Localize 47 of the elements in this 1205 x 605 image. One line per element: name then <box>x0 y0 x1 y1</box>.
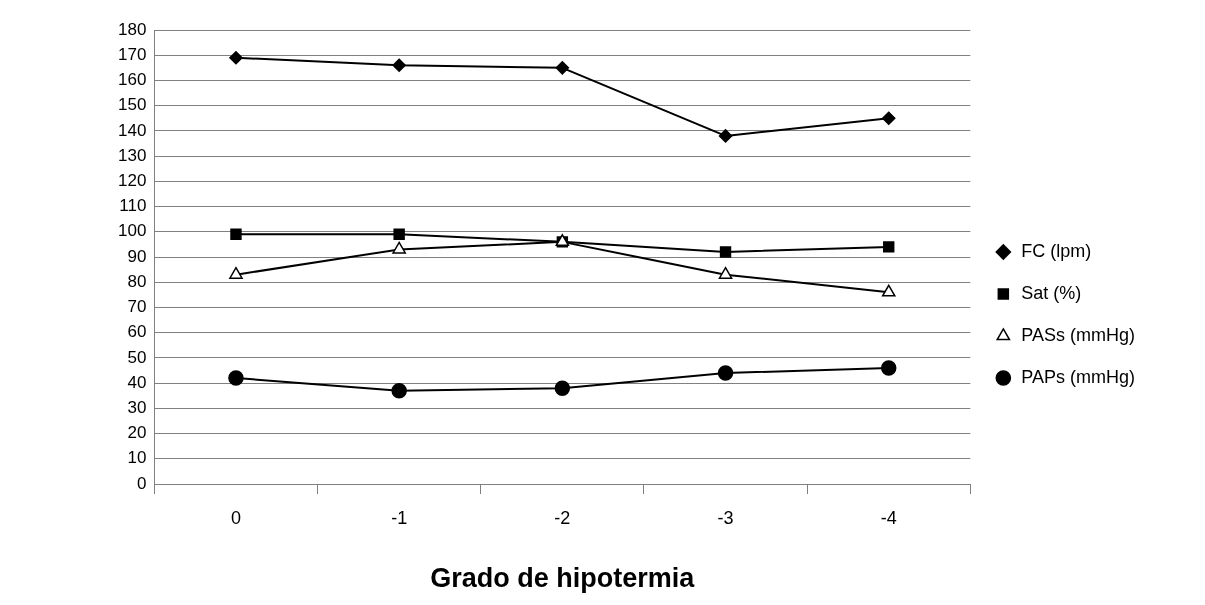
y-tick-label: 180 <box>117 19 147 39</box>
x-tick-label: -2 <box>554 507 571 528</box>
y-tick-label: 30 <box>127 398 147 418</box>
y-tick-label: 170 <box>117 44 147 64</box>
legend-label: PAPs (mmHg) <box>1021 366 1135 387</box>
point <box>393 228 405 240</box>
point <box>554 380 571 396</box>
y-tick-label: 100 <box>117 221 147 241</box>
y-tick-label: 40 <box>127 372 147 392</box>
point <box>880 360 897 376</box>
point <box>719 246 732 258</box>
y-tick-label: 130 <box>117 145 147 165</box>
x-tick-label: -4 <box>880 507 897 528</box>
y-tick-label: 80 <box>127 271 147 291</box>
x-axis-title: Grado de hipotermia <box>430 563 696 594</box>
y-tick-label: 20 <box>127 423 147 443</box>
y-tick-label: 160 <box>117 70 147 90</box>
point <box>392 58 406 73</box>
point <box>881 111 896 126</box>
point <box>881 284 896 297</box>
y-tick-label: 70 <box>127 297 147 317</box>
y-tick-label: 110 <box>119 196 147 216</box>
x-tick-label: -1 <box>391 507 408 528</box>
x-tick-label: 0 <box>230 507 241 528</box>
point <box>718 266 733 279</box>
point <box>717 365 734 381</box>
point <box>391 382 407 399</box>
y-tick-label: 0 <box>136 473 147 493</box>
point <box>228 370 244 386</box>
point <box>718 129 733 143</box>
y-tick-label: 60 <box>127 322 147 342</box>
point <box>230 228 242 240</box>
point <box>229 266 243 279</box>
point <box>229 50 243 65</box>
y-tick-label: 150 <box>117 95 147 115</box>
point <box>392 241 406 254</box>
point <box>883 241 895 253</box>
legend-label: PASs (mmHg) <box>1021 324 1135 345</box>
y-tick-label: 140 <box>117 120 147 140</box>
legend-label: FC (lpm) <box>1021 240 1092 261</box>
point <box>555 61 570 75</box>
y-tick-label: 120 <box>117 171 147 191</box>
y-tick-label: 50 <box>127 347 147 367</box>
y-tick-label: 10 <box>127 448 147 468</box>
y-tick-label: 90 <box>127 246 147 266</box>
legend-label: Sat (%) <box>1021 282 1082 303</box>
x-tick-label: -3 <box>717 507 734 528</box>
